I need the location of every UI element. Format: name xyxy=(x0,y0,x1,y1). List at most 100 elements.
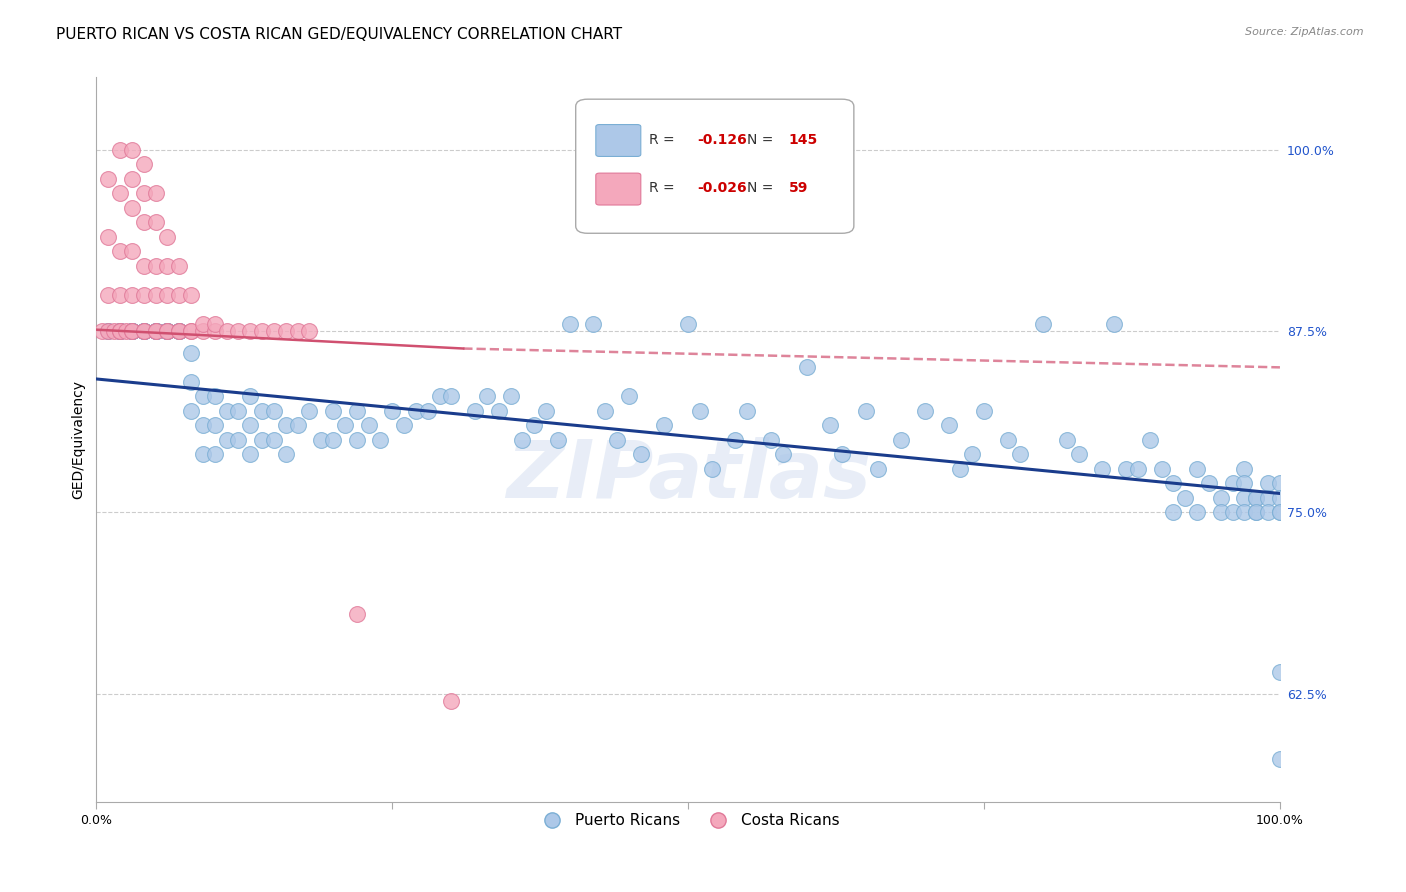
Point xyxy=(145,259,167,273)
Point xyxy=(606,433,628,447)
Point xyxy=(180,288,202,302)
Text: N =: N = xyxy=(748,133,773,147)
Point xyxy=(156,324,179,338)
Point xyxy=(215,324,238,338)
Point xyxy=(949,462,972,476)
Point xyxy=(1268,505,1291,519)
Point xyxy=(121,324,143,338)
Point xyxy=(97,230,120,244)
Point xyxy=(558,317,581,331)
Text: 145: 145 xyxy=(789,133,818,147)
Point xyxy=(938,418,960,433)
Point xyxy=(167,324,190,338)
Point xyxy=(156,324,179,338)
Point xyxy=(855,404,877,418)
Point xyxy=(250,324,273,338)
Point xyxy=(1268,665,1291,679)
Point xyxy=(298,404,321,418)
Point xyxy=(145,324,167,338)
Point xyxy=(1185,505,1208,519)
Point xyxy=(239,324,262,338)
Point xyxy=(97,324,120,338)
Point xyxy=(108,324,131,338)
Point xyxy=(370,433,392,447)
Point xyxy=(440,694,463,708)
Point xyxy=(108,186,131,201)
Point xyxy=(97,172,120,186)
Point xyxy=(250,433,273,447)
Text: -0.026: -0.026 xyxy=(697,181,747,195)
Point xyxy=(97,324,120,338)
Point xyxy=(115,324,138,338)
Point xyxy=(1222,505,1244,519)
Point xyxy=(1126,462,1149,476)
Point xyxy=(724,433,747,447)
Point xyxy=(145,215,167,229)
Point xyxy=(108,324,131,338)
Point xyxy=(156,230,179,244)
Point xyxy=(215,433,238,447)
Point xyxy=(121,324,143,338)
Point xyxy=(1163,505,1185,519)
Point xyxy=(1032,317,1054,331)
Text: -0.126: -0.126 xyxy=(697,133,748,147)
Point xyxy=(737,404,759,418)
Point xyxy=(145,186,167,201)
Point xyxy=(1233,491,1256,505)
Point xyxy=(191,317,214,331)
Point xyxy=(346,607,368,621)
Point xyxy=(866,462,889,476)
Point xyxy=(960,447,983,461)
Point xyxy=(1246,505,1268,519)
Point xyxy=(108,324,131,338)
Point xyxy=(416,404,439,418)
Point xyxy=(1174,491,1197,505)
Point xyxy=(322,404,344,418)
Point xyxy=(1198,476,1220,491)
Point xyxy=(239,418,262,433)
Point xyxy=(512,433,534,447)
Point xyxy=(464,404,486,418)
Point xyxy=(1233,476,1256,491)
Point xyxy=(180,346,202,360)
Point xyxy=(132,186,155,201)
Point xyxy=(121,324,143,338)
Point xyxy=(191,418,214,433)
Point xyxy=(239,447,262,461)
Point xyxy=(1257,491,1279,505)
Point xyxy=(381,404,404,418)
Point xyxy=(215,404,238,418)
Point xyxy=(429,389,451,403)
Point xyxy=(595,404,617,418)
Point xyxy=(1233,505,1256,519)
Point xyxy=(156,288,179,302)
Point xyxy=(654,418,676,433)
Point xyxy=(1268,491,1291,505)
Point xyxy=(499,389,522,403)
Point xyxy=(121,288,143,302)
Point xyxy=(228,324,250,338)
Point xyxy=(132,324,155,338)
Point xyxy=(121,324,143,338)
Point xyxy=(263,433,285,447)
Point xyxy=(689,404,711,418)
FancyBboxPatch shape xyxy=(575,99,853,234)
Point xyxy=(346,433,368,447)
Point xyxy=(617,389,640,403)
Point xyxy=(392,418,415,433)
Point xyxy=(121,324,143,338)
Point xyxy=(1185,462,1208,476)
Point xyxy=(97,288,120,302)
Point xyxy=(263,324,285,338)
Point xyxy=(121,172,143,186)
Point xyxy=(180,324,202,338)
Point xyxy=(180,375,202,389)
Point xyxy=(228,433,250,447)
Point xyxy=(156,324,179,338)
Point xyxy=(180,404,202,418)
Point xyxy=(1102,317,1125,331)
Point xyxy=(108,324,131,338)
Point xyxy=(973,404,995,418)
Point xyxy=(180,324,202,338)
Point xyxy=(1008,447,1031,461)
